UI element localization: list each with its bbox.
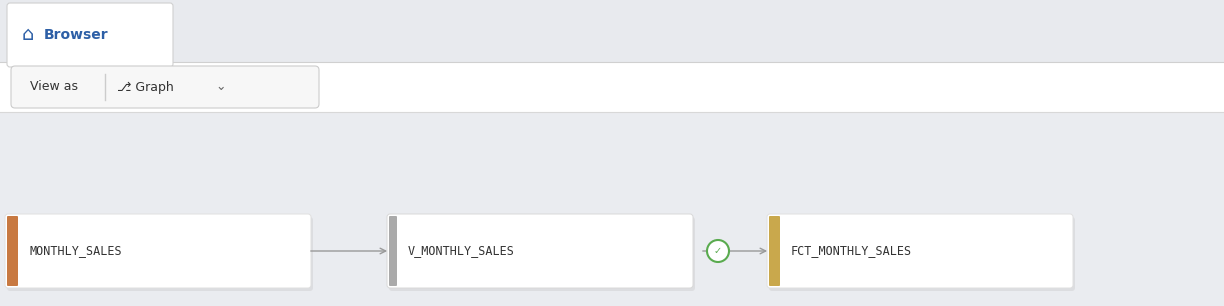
- FancyBboxPatch shape: [769, 217, 1075, 291]
- Text: MONTHLY_SALES: MONTHLY_SALES: [29, 244, 121, 258]
- Text: View as: View as: [31, 80, 78, 94]
- FancyBboxPatch shape: [5, 214, 311, 288]
- FancyBboxPatch shape: [389, 217, 695, 291]
- FancyBboxPatch shape: [7, 3, 173, 67]
- Text: V_MONTHLY_SALES: V_MONTHLY_SALES: [408, 244, 515, 258]
- FancyBboxPatch shape: [389, 216, 397, 286]
- FancyBboxPatch shape: [0, 62, 1224, 112]
- FancyBboxPatch shape: [7, 216, 18, 286]
- Text: ⌄: ⌄: [215, 80, 225, 94]
- FancyBboxPatch shape: [0, 0, 1224, 62]
- FancyBboxPatch shape: [387, 214, 693, 288]
- FancyBboxPatch shape: [0, 112, 1224, 306]
- Text: FCT_MONTHLY_SALES: FCT_MONTHLY_SALES: [791, 244, 912, 258]
- FancyBboxPatch shape: [7, 217, 313, 291]
- Text: Browser: Browser: [44, 28, 109, 42]
- Text: ✓: ✓: [714, 246, 722, 256]
- Text: ⎇ Graph: ⎇ Graph: [118, 80, 174, 94]
- FancyBboxPatch shape: [11, 66, 319, 108]
- Text: ⌂: ⌂: [22, 25, 34, 44]
- FancyBboxPatch shape: [769, 216, 780, 286]
- FancyBboxPatch shape: [767, 214, 1073, 288]
- Circle shape: [707, 240, 730, 262]
